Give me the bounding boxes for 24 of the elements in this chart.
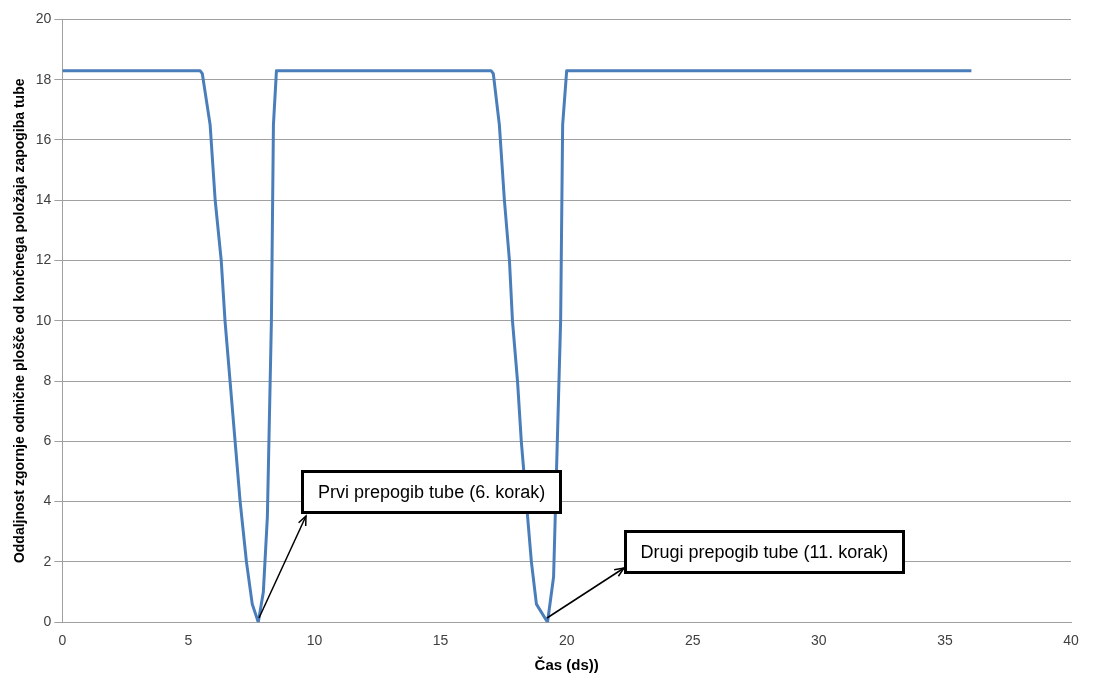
y-tick-label: 12	[35, 251, 52, 268]
x-tick-label: 0	[58, 632, 67, 649]
annotation: Prvi prepogib tube (6. korak)	[318, 482, 546, 503]
x-tick-label: 15	[432, 632, 449, 649]
annotation: Drugi prepogib tube (11. korak)	[640, 542, 889, 563]
y-tick-label: 8	[43, 371, 52, 388]
y-tick-label: 4	[43, 492, 52, 509]
y-tick-label: 18	[35, 70, 52, 87]
x-tick-label: 35	[937, 632, 953, 649]
y-tick-label: 0	[43, 613, 52, 630]
x-tick-label: 40	[1063, 632, 1079, 649]
y-tick-label: 20	[35, 10, 52, 27]
x-axis-title: Čas (ds))	[534, 656, 599, 674]
x-tick-label: 30	[811, 632, 827, 649]
y-tick-label: 10	[35, 311, 52, 328]
y-tick-label: 14	[35, 191, 52, 208]
y-tick-label: 6	[43, 432, 52, 449]
x-tick-label: 5	[184, 632, 193, 649]
y-tick-label: 2	[43, 552, 52, 569]
x-tick-label: 25	[684, 632, 701, 649]
x-tick-label: 20	[558, 632, 575, 649]
y-axis-title: Oddaljnost zgornje odmične plošče od končnega položaja zapogiba tube	[11, 78, 28, 564]
x-tick-label: 10	[306, 632, 323, 649]
y-tick-label: 16	[35, 130, 52, 147]
